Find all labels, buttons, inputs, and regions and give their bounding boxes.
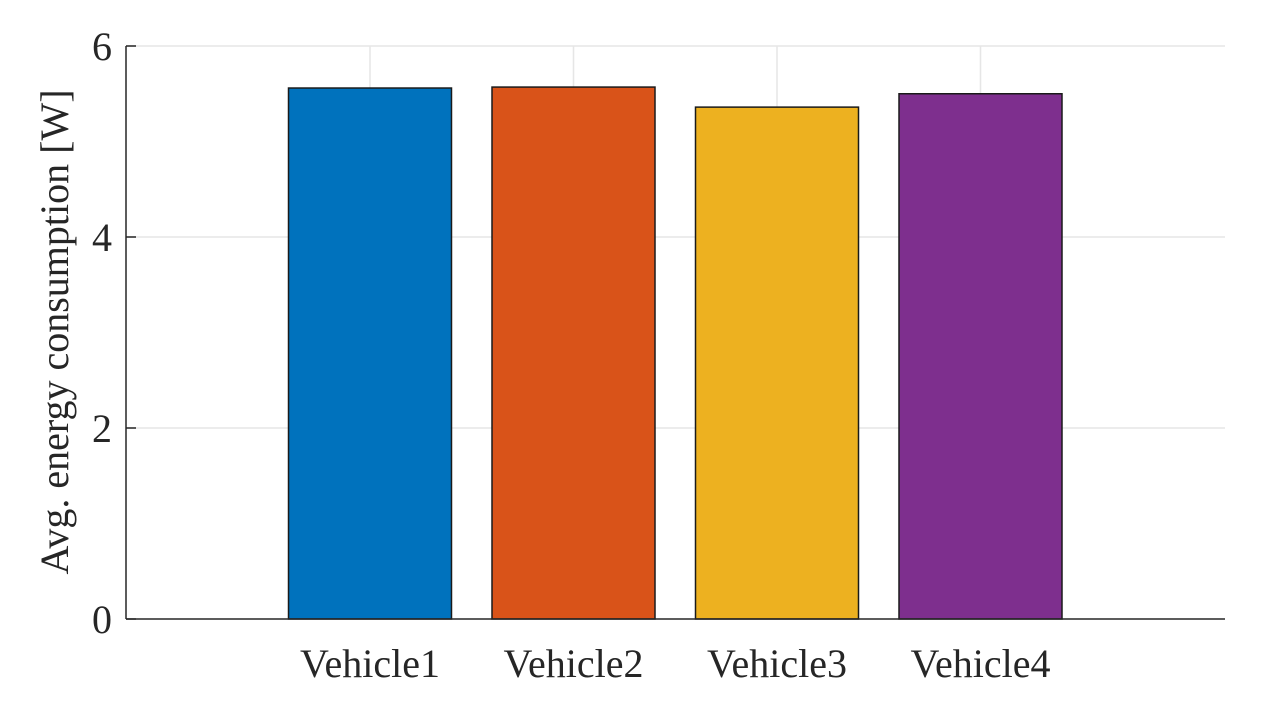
y-axis-ticks: 0 2 4 6 <box>92 24 136 642</box>
y-tick-label: 0 <box>92 597 112 642</box>
bar-vehicle3 <box>694 106 860 620</box>
axes <box>125 46 1225 620</box>
x-tick-label: Vehicle4 <box>911 641 1051 686</box>
bars <box>287 86 1063 620</box>
y-tick-label: 2 <box>92 406 112 451</box>
y-tick-label: 6 <box>92 24 112 69</box>
x-axis-ticks: Vehicle1 Vehicle2 Vehicle3 Vehicle4 <box>300 641 1050 686</box>
x-tick-label: Vehicle3 <box>707 641 847 686</box>
x-tick-label: Vehicle1 <box>300 641 440 686</box>
y-tick-label: 4 <box>92 215 112 260</box>
x-tick-label: Vehicle2 <box>504 641 644 686</box>
bar-vehicle1 <box>287 87 453 620</box>
bar-vehicle2 <box>491 86 656 620</box>
bar-vehicle4 <box>898 93 1063 620</box>
y-axis-title: Avg. energy consumption [W] <box>32 89 77 574</box>
